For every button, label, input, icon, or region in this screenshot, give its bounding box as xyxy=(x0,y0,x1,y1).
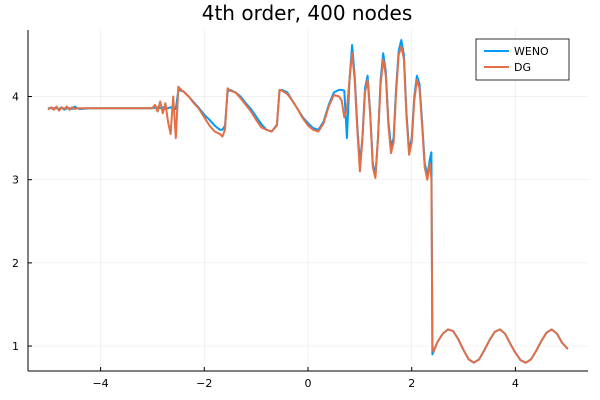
x-axis-ticks: −4 −2 0 2 4 xyxy=(92,367,519,390)
y-tick-label: 4 xyxy=(12,91,19,104)
y-gridlines xyxy=(28,96,588,347)
x-tick-label: 4 xyxy=(512,377,519,390)
y-tick-label: 2 xyxy=(12,257,19,270)
legend-label-weno: WENO xyxy=(514,45,549,58)
series-line-dg xyxy=(47,45,569,364)
x-tick-label: −2 xyxy=(196,377,212,390)
x-tick-label: 0 xyxy=(305,377,312,390)
y-axis-ticks: 1 2 3 4 xyxy=(12,91,32,353)
legend: WENO DG xyxy=(475,38,570,81)
x-tick-label: 2 xyxy=(408,377,415,390)
y-tick-label: 3 xyxy=(12,174,19,187)
series-layer xyxy=(47,39,569,364)
legend-box xyxy=(475,38,570,81)
legend-label-dg: DG xyxy=(514,61,531,74)
x-tick-label: −4 xyxy=(92,377,108,390)
y-tick-label: 1 xyxy=(12,340,19,353)
chart-title: 4th order, 400 nodes xyxy=(202,1,413,25)
x-gridlines xyxy=(100,30,516,371)
